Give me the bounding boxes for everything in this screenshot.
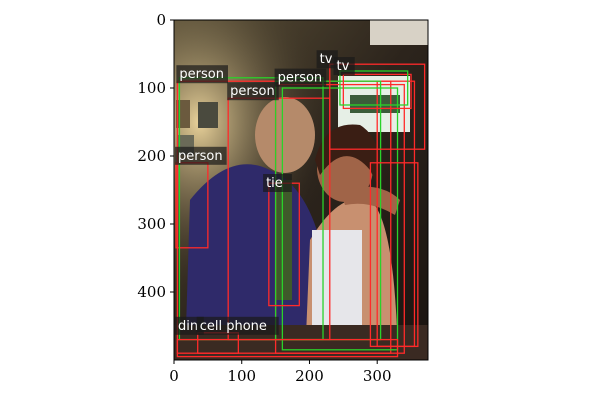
detection-label-bg xyxy=(263,174,292,192)
detection-label-bg xyxy=(333,57,355,76)
x-tick-label: 200 xyxy=(295,367,324,385)
detection-label-text: person xyxy=(178,149,223,164)
detection-label: person xyxy=(175,146,227,165)
detection-label: person xyxy=(227,82,279,101)
detection-label: tv xyxy=(316,50,338,69)
detection-label-text: cell phone xyxy=(200,319,267,334)
detection-label-bg xyxy=(316,50,338,69)
detection-box-tv xyxy=(342,73,412,110)
woman-hair xyxy=(315,124,381,190)
wall-picture xyxy=(176,100,190,128)
wall-picture xyxy=(198,102,218,128)
detection-label: person xyxy=(274,68,327,87)
detection-label-text: tie xyxy=(266,176,283,191)
detection-label-text: din xyxy=(178,319,198,334)
detection-label-bg xyxy=(175,146,227,165)
detection-label-bg xyxy=(176,65,228,84)
detection-label-text: tv xyxy=(337,59,350,74)
man-tie xyxy=(276,180,292,300)
detection-label-bg xyxy=(196,316,279,335)
x-tick-label: 0 xyxy=(169,367,179,385)
ceiling-vent xyxy=(370,20,428,45)
y-tick-label: 0 xyxy=(156,11,166,29)
tv-screen-content xyxy=(350,95,400,113)
detection-label-bg xyxy=(274,68,327,87)
x-axis: 0 100 200 300 xyxy=(169,360,392,385)
axes-frame xyxy=(173,19,429,361)
detection-label: person xyxy=(176,65,228,84)
man-body xyxy=(185,164,330,360)
y-axis: 0 100 200 300 400 xyxy=(137,11,174,301)
detection-label-text: person xyxy=(230,84,275,99)
detection-label-text: person xyxy=(179,67,224,82)
y-tick-label: 400 xyxy=(137,283,166,301)
detection-label-text: tv xyxy=(320,52,333,67)
y-tick-label: 200 xyxy=(137,147,166,165)
detection-label: cell phone xyxy=(196,316,279,335)
detection-box-tv xyxy=(329,63,426,150)
detection-box-dining-table xyxy=(176,338,399,358)
x-tick-label: 300 xyxy=(363,367,392,385)
man-head xyxy=(255,97,315,173)
detection-label: tv xyxy=(333,57,355,76)
detection-label: tie xyxy=(263,174,292,192)
detection-label: din xyxy=(175,316,204,335)
detection-box-tv xyxy=(339,70,409,106)
y-tick-label: 300 xyxy=(137,215,166,233)
detection-box-chair xyxy=(369,162,419,348)
x-tick-label: 100 xyxy=(227,367,256,385)
detection-label-text: person xyxy=(278,71,323,86)
detection-label-bg xyxy=(227,82,279,101)
detection-label-bg xyxy=(175,316,204,335)
detection-boxes xyxy=(175,63,426,358)
y-tick-label: 100 xyxy=(137,79,166,97)
